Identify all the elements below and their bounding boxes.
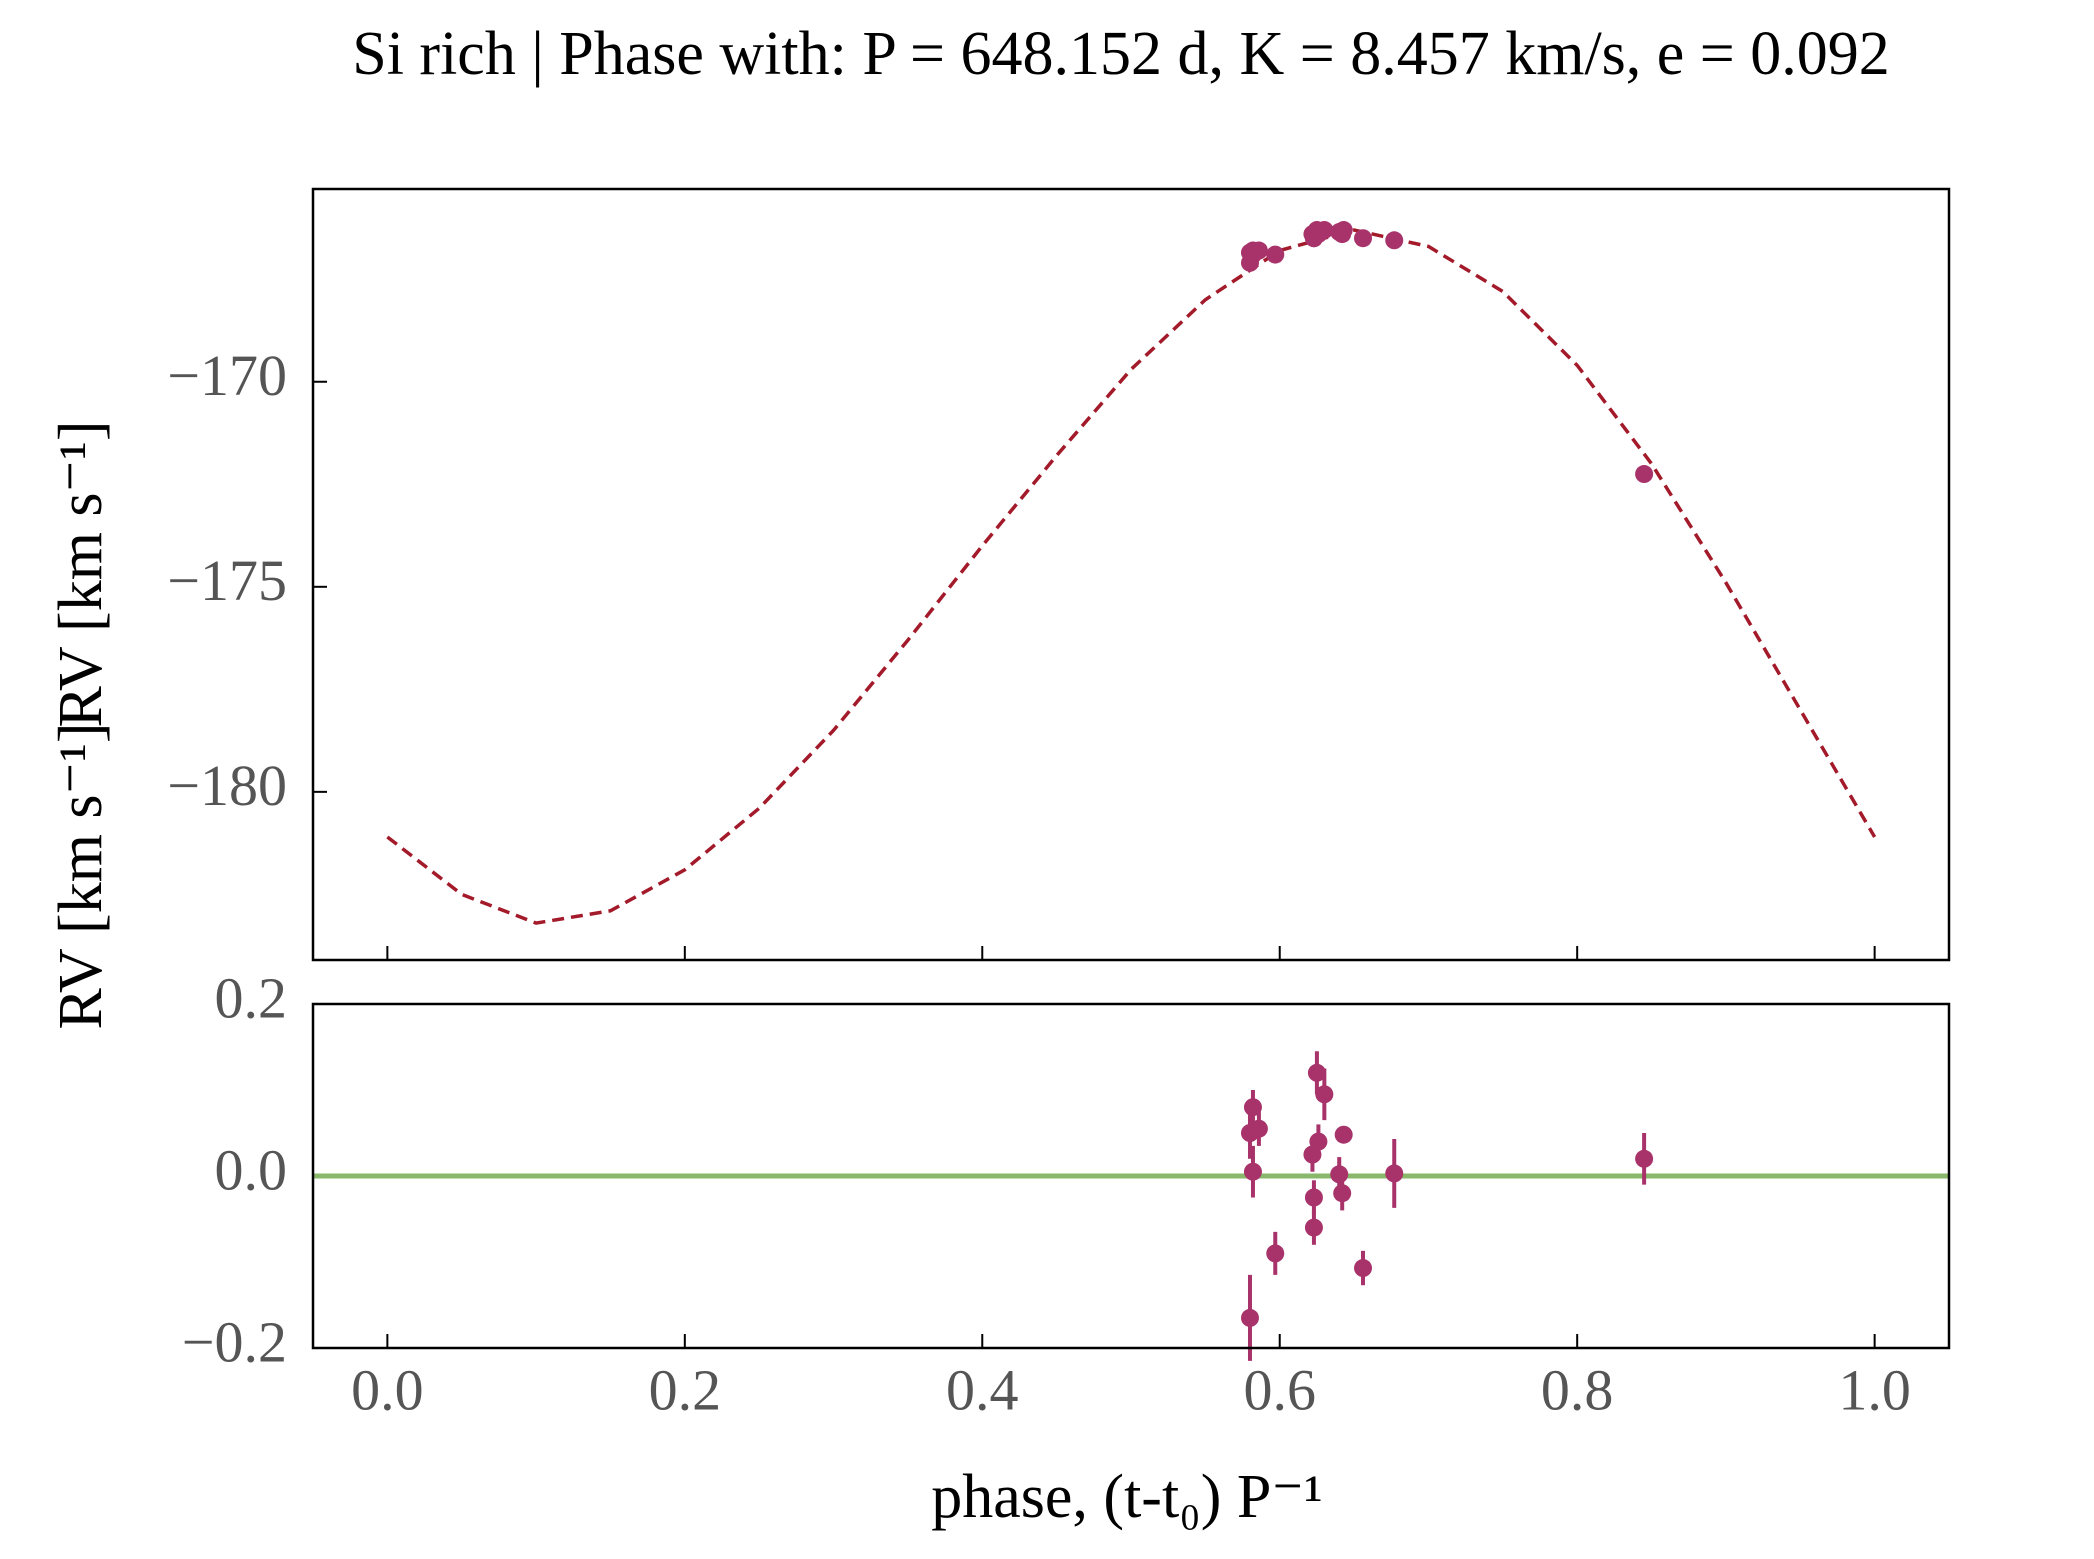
data-point [1304, 1188, 1323, 1207]
x-axis-label: phase, (t-t₀) P⁻¹ [931, 1463, 1322, 1531]
data-point [1635, 465, 1654, 484]
model-curve [386, 228, 1877, 925]
y-axis-label: RV [km s⁻¹] [47, 722, 115, 1029]
data-point [1334, 221, 1353, 240]
x-tick-label: 0.4 [946, 1357, 1019, 1422]
y-tick-label: −0.2 [182, 1309, 287, 1374]
y-tick-label: −170 [167, 343, 287, 408]
data-point [1304, 1218, 1323, 1237]
data-point [1334, 1125, 1353, 1144]
data-point [1266, 1244, 1285, 1263]
x-tick-label: 0.2 [649, 1357, 722, 1422]
data-point [1354, 229, 1373, 248]
data-point [1249, 241, 1268, 260]
y-tick-label: −175 [167, 548, 287, 613]
y-tick-label: 0.2 [215, 965, 288, 1030]
data-point [1330, 1165, 1349, 1184]
data-point [1240, 1308, 1259, 1327]
data-point [1385, 231, 1404, 250]
x-tick-label: 1.0 [1838, 1357, 1911, 1422]
chart-title: Si rich | Phase with: P = 648.152 d, K =… [352, 20, 1890, 88]
data-point [1249, 1119, 1268, 1138]
data-point [1333, 1184, 1352, 1203]
data-point [1309, 1132, 1328, 1151]
data-point [1315, 221, 1334, 240]
data-point [1635, 1149, 1654, 1168]
x-tick-label: 0.8 [1541, 1357, 1614, 1422]
data-point [1315, 1085, 1334, 1104]
axes-frame [311, 187, 1951, 962]
x-tick-label: 0.0 [351, 1357, 424, 1422]
y-tick-label: 0.0 [215, 1137, 288, 1202]
x-tick-label: 0.6 [1243, 1357, 1316, 1422]
data-point [1243, 1162, 1262, 1181]
data-point [1354, 1259, 1373, 1278]
data-point [1307, 1063, 1326, 1082]
y-axis-label: RV [km s⁻¹] [47, 420, 115, 727]
data-point [1385, 1164, 1404, 1183]
axes-frame [311, 1002, 1951, 1350]
y-tick-label: −180 [167, 753, 287, 818]
data-point [1266, 245, 1285, 264]
